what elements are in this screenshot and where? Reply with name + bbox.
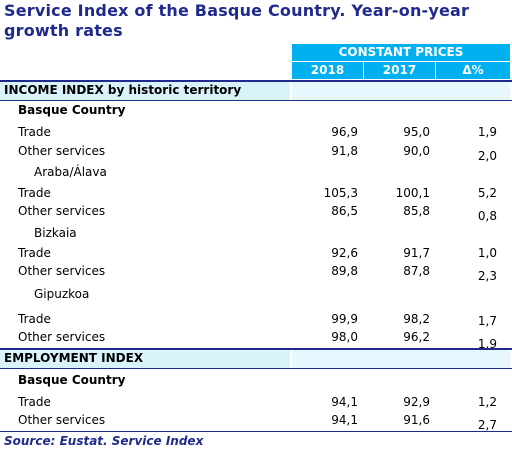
value-delta: 5,2 — [477, 186, 497, 200]
value-2017: 92,9 — [403, 395, 430, 409]
income-index-title: INCOME INDEX by historic territory — [4, 83, 242, 97]
value-2017: 90,0 — [403, 144, 430, 158]
table-row: Other services 94,1 91,6 2,7 — [0, 411, 512, 432]
value-delta: 2,3 — [477, 269, 497, 283]
section-band-right — [292, 350, 510, 368]
section-band — [0, 82, 290, 100]
section-band-right — [292, 82, 510, 100]
employment-basque-heading: Basque Country — [18, 373, 126, 387]
table-row: Other services 91,8 90,0 2,0 — [0, 142, 512, 163]
row-label: Trade — [18, 395, 51, 409]
column-2017-header: 2017 — [364, 62, 436, 79]
value-2018: 94,1 — [331, 395, 358, 409]
value-2018: 96,9 — [331, 125, 358, 139]
table-row: Trade 92,6 91,7 1,0 — [0, 244, 512, 262]
table-row: Trade 99,9 98,2 1,7 — [0, 310, 512, 328]
value-delta: 2,7 — [477, 418, 497, 432]
section-rule — [0, 348, 512, 350]
value-delta: 1,9 — [477, 125, 497, 139]
section-band — [0, 350, 290, 368]
source-note: Source: Eustat. Service Index — [4, 434, 204, 448]
table-bottom-rule — [0, 431, 512, 432]
table-row: Trade 94,1 92,9 1,2 — [0, 393, 512, 411]
employment-index-title: EMPLOYMENT INDEX — [4, 351, 144, 365]
value-2017: 91,6 — [403, 413, 430, 427]
table-row: Trade 96,9 95,0 1,9 — [0, 123, 512, 141]
row-label: Other services — [18, 413, 106, 427]
bizkaia-heading: Bizkaia — [34, 226, 77, 240]
row-label: Trade — [18, 312, 51, 326]
table-row: Other services 86,5 85,8 0,8 — [0, 202, 512, 223]
value-2018: 94,1 — [331, 413, 358, 427]
row-label: Trade — [18, 186, 51, 200]
row-label: Trade — [18, 246, 51, 260]
constant-prices-header: CONSTANT PRICES — [292, 44, 510, 61]
column-2018-header: 2018 — [292, 62, 364, 79]
value-delta: 0,8 — [477, 209, 497, 223]
year-header-row: 2018 2017 Δ% — [292, 62, 510, 79]
value-2018: 105,3 — [323, 186, 358, 200]
row-label: Other services — [18, 204, 106, 218]
table-row: Trade 105,3 100,1 5,2 — [0, 184, 512, 202]
row-label: Other services — [18, 330, 106, 344]
araba-heading: Araba/Álava — [34, 165, 107, 179]
value-delta: 1,7 — [477, 314, 497, 328]
section-divider — [0, 98, 512, 102]
section-divider — [0, 366, 512, 370]
section-rule-bottom — [0, 368, 512, 369]
value-2018: 98,0 — [331, 330, 358, 344]
value-2018: 86,5 — [331, 204, 358, 218]
value-2017: 85,8 — [403, 204, 430, 218]
basque-country-heading: Basque Country — [18, 103, 126, 117]
value-2017: 95,0 — [403, 125, 430, 139]
row-label: Other services — [18, 264, 106, 278]
gipuzkoa-heading: Gipuzkoa — [34, 287, 90, 301]
value-2018: 89,8 — [331, 264, 358, 278]
value-2017: 100,1 — [395, 186, 430, 200]
table-row: Other services 89,8 87,8 2,3 — [0, 262, 512, 283]
row-label: Other services — [18, 144, 106, 158]
income-index-section: INCOME INDEX by historic territory — [0, 80, 512, 100]
section-rule-bottom — [0, 100, 512, 101]
employment-index-section: EMPLOYMENT INDEX — [0, 348, 512, 368]
value-2018: 92,6 — [331, 246, 358, 260]
value-delta: 2,0 — [477, 149, 497, 163]
value-2017: 96,2 — [403, 330, 430, 344]
section-rule — [0, 80, 512, 82]
value-delta: 1,9 — [477, 337, 497, 351]
page-title: Service Index of the Basque Country. Yea… — [4, 1, 470, 40]
row-label: Trade — [18, 125, 51, 139]
value-delta: 1,0 — [477, 246, 497, 260]
value-2017: 87,8 — [403, 264, 430, 278]
value-2017: 91,7 — [403, 246, 430, 260]
table-row: Other services 98,0 96,2 1,9 — [0, 328, 512, 351]
value-delta: 1,2 — [477, 395, 497, 409]
column-delta-header: Δ% — [462, 63, 484, 77]
value-2017: 98,2 — [403, 312, 430, 326]
value-2018: 91,8 — [331, 144, 358, 158]
value-2018: 99,9 — [331, 312, 358, 326]
